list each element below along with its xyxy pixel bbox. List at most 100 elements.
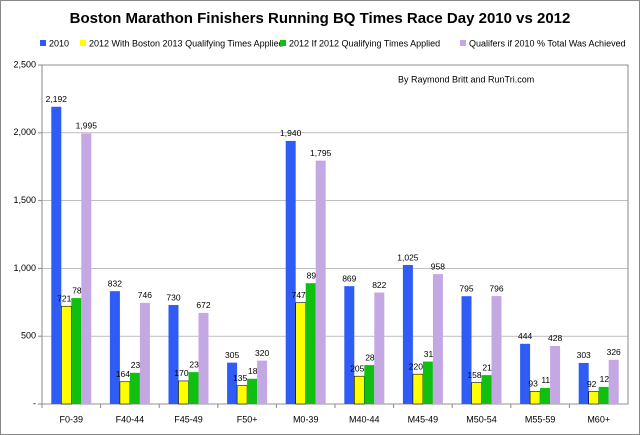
x-tick-label: F0-39 <box>60 414 84 424</box>
value-label: 672 <box>196 300 210 310</box>
value-label: 832 <box>108 278 122 288</box>
bar <box>139 302 150 404</box>
value-label: 822 <box>372 280 386 290</box>
bar <box>71 298 82 404</box>
value-label: 2,192 <box>46 94 68 104</box>
value-label: 796 <box>489 283 503 293</box>
bar <box>353 375 365 405</box>
y-tick-label: 1,000 <box>13 263 36 273</box>
value-label: 205 <box>350 363 364 373</box>
x-tick-label: M0-39 <box>293 414 319 424</box>
bar <box>285 140 296 404</box>
legend-swatch <box>80 40 86 46</box>
bar <box>529 391 541 405</box>
value-label: 1,795 <box>310 148 332 158</box>
legend-swatch <box>460 40 466 46</box>
value-label: 230 <box>131 360 145 370</box>
bar <box>471 382 482 405</box>
bar <box>119 381 131 405</box>
bar <box>578 362 589 404</box>
bar <box>305 283 316 404</box>
bar <box>432 274 443 404</box>
value-label: 326 <box>607 347 621 357</box>
value-label: 287 <box>365 352 379 362</box>
x-tick-label: M60+ <box>587 414 610 424</box>
value-label: 305 <box>225 350 239 360</box>
y-tick-label: - <box>33 398 36 408</box>
bar <box>374 292 385 404</box>
x-tick-label: M45-49 <box>408 414 439 424</box>
bar <box>247 378 258 404</box>
bar <box>81 133 92 404</box>
value-label: 958 <box>431 261 445 271</box>
bar <box>481 375 492 404</box>
value-label: 220 <box>409 361 423 371</box>
bar <box>178 380 189 405</box>
bar <box>520 343 531 404</box>
legend-label: 2010 <box>49 38 69 48</box>
value-label: 747 <box>292 290 306 300</box>
value-label: 1,995 <box>76 121 98 131</box>
bar <box>188 372 199 404</box>
value-label: 170 <box>174 368 188 378</box>
value-label: 891 <box>307 270 321 280</box>
legend-label: 2012 With Boston 2013 Qualifying Times A… <box>89 38 284 48</box>
y-tick-label: 500 <box>21 331 36 341</box>
value-label: 235 <box>189 359 203 369</box>
value-label: 135 <box>233 373 247 383</box>
bar <box>51 106 62 404</box>
value-label: 164 <box>116 369 130 379</box>
value-label: 158 <box>467 370 481 380</box>
bar <box>198 312 209 404</box>
x-tick-label: M55-59 <box>525 414 556 424</box>
legend-label: Qualifers if 2010 % Total Was Achieved <box>469 38 626 48</box>
x-tick-label: F50+ <box>237 414 258 424</box>
value-label: 795 <box>459 283 473 293</box>
bar <box>540 387 551 404</box>
bar <box>422 361 433 404</box>
y-tick-label: 2,000 <box>13 127 36 137</box>
value-label: 730 <box>166 292 180 302</box>
bar <box>236 385 248 405</box>
bar <box>491 296 502 404</box>
bar <box>257 360 268 404</box>
x-tick-label: F45-49 <box>174 414 203 424</box>
bar <box>608 359 619 404</box>
value-label: 1,940 <box>280 128 302 138</box>
value-label: 93 <box>528 379 538 389</box>
value-label: 126 <box>600 374 614 384</box>
value-label: 213 <box>482 362 496 372</box>
x-tick-label: M50-54 <box>466 414 497 424</box>
x-tick-label: F40-44 <box>116 414 145 424</box>
legend-swatch <box>40 40 46 46</box>
bar <box>588 391 600 405</box>
bar <box>227 362 238 404</box>
bar <box>461 296 472 404</box>
bar <box>412 373 424 405</box>
y-tick-label: 1,500 <box>13 195 36 205</box>
bar <box>402 265 413 404</box>
bar <box>295 302 307 405</box>
value-label: 781 <box>72 285 86 295</box>
value-label: 1,025 <box>397 252 419 262</box>
bar <box>344 286 355 404</box>
value-label: 118 <box>541 375 555 385</box>
value-label: 746 <box>138 290 152 300</box>
bar <box>364 365 375 404</box>
x-tick-label: M40-44 <box>349 414 380 424</box>
value-label: 869 <box>342 273 356 283</box>
bar <box>315 160 326 404</box>
annotation: By Raymond Britt and RunTri.com <box>398 74 534 84</box>
bar <box>168 305 179 404</box>
value-label: 320 <box>255 348 269 358</box>
value-label: 303 <box>577 350 591 360</box>
legend-label: 2012 If 2012 Qualifying Times Applied <box>289 38 440 48</box>
bar <box>129 372 140 404</box>
legend-swatch <box>280 40 286 46</box>
chart-title: Boston Marathon Finishers Running BQ Tim… <box>70 10 571 27</box>
bar <box>550 345 561 404</box>
bar <box>60 305 72 405</box>
value-label: 444 <box>518 331 532 341</box>
y-tick-label: 2,500 <box>13 59 36 69</box>
